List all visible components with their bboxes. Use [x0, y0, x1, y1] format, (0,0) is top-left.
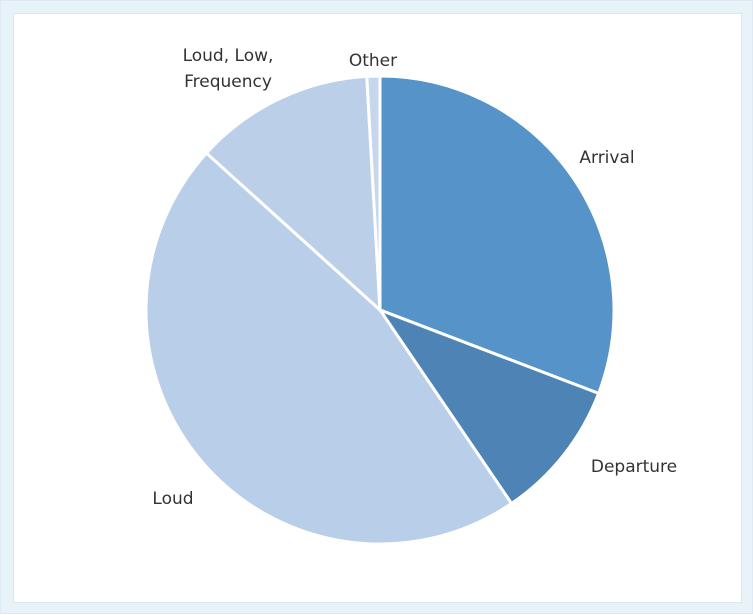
- pie-slice-loud: [144, 151, 514, 546]
- pie-slice-arrival: [378, 74, 616, 395]
- slice-label-arrival: Arrival: [579, 148, 634, 168]
- slice-label-other: Other: [349, 51, 397, 71]
- pie-slice-departure: [378, 308, 601, 506]
- slice-label-departure: Departure: [591, 457, 677, 477]
- pie-labels: Arrival Departure Loud Loud, Low, Frequency O…: [152, 46, 677, 509]
- pie-slice-loud-low-frequency: [204, 74, 382, 312]
- pie-slice-other: [365, 74, 382, 312]
- slice-label-loud-low-frequency: Loud, Low, Frequency: [183, 46, 274, 92]
- slice-label-loud: Loud: [152, 489, 193, 509]
- pie-slices: [144, 74, 616, 546]
